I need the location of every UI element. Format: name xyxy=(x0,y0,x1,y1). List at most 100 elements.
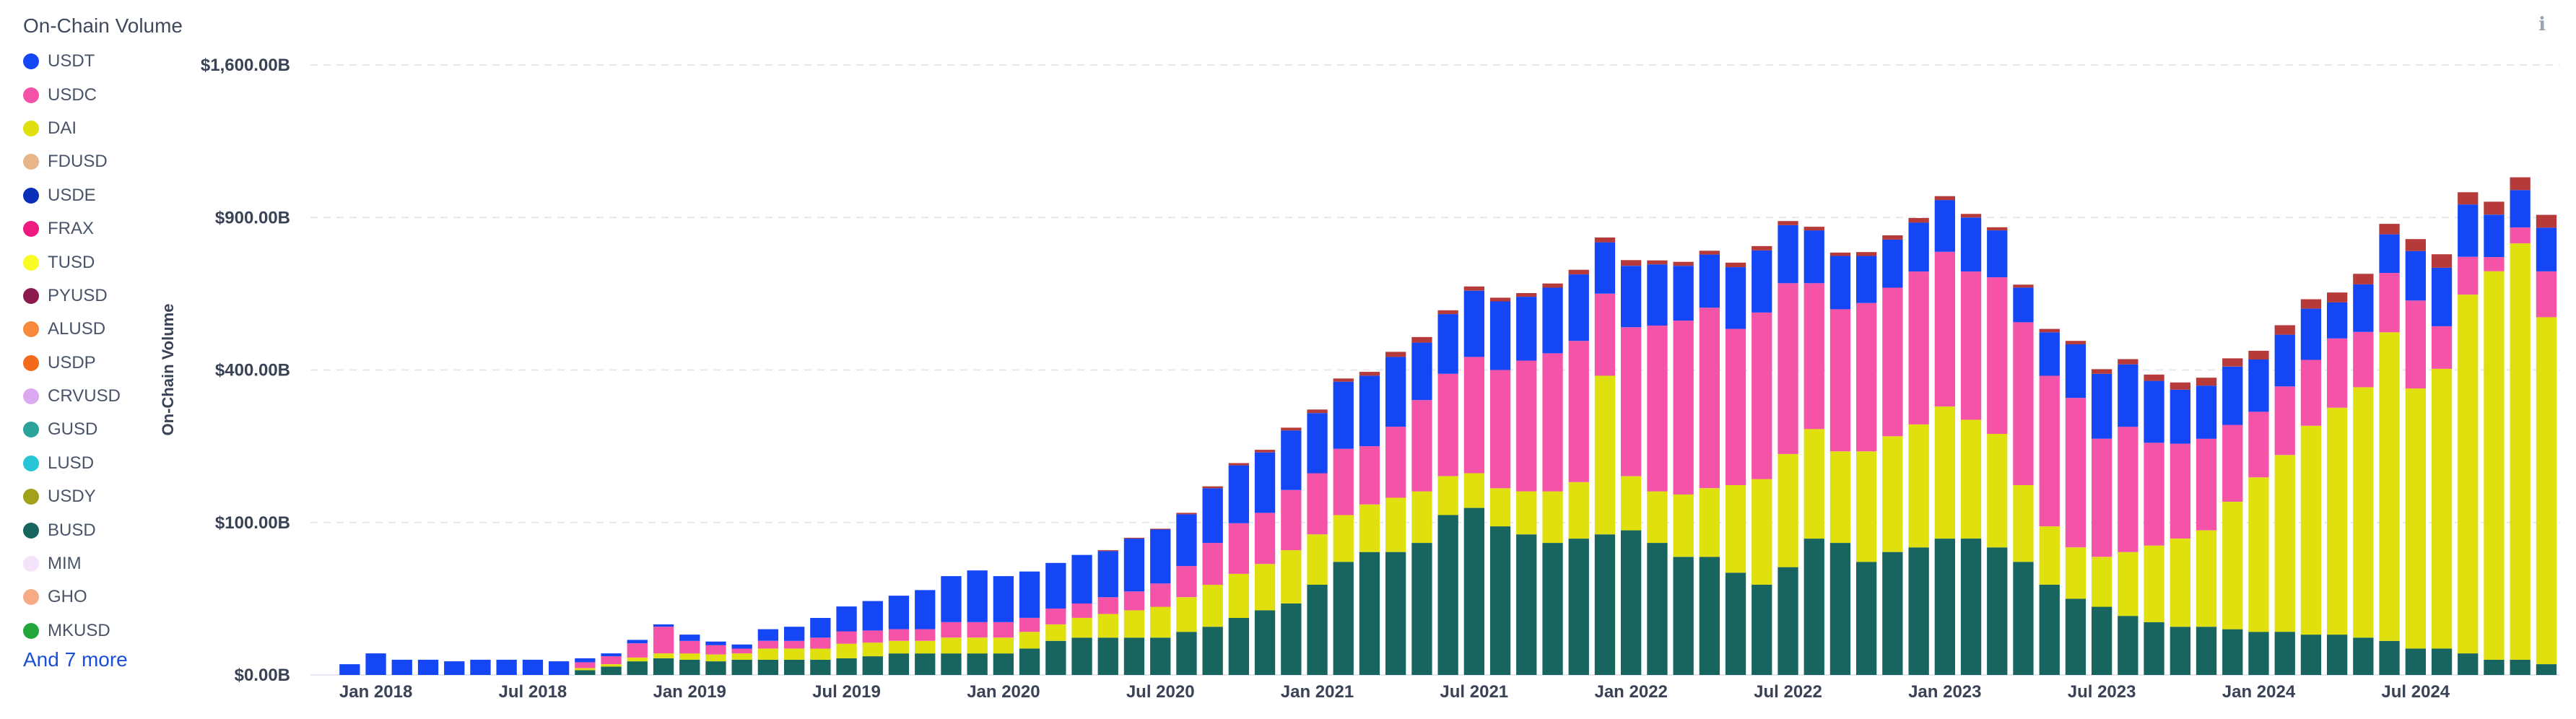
bar-segment-other[interactable] xyxy=(2170,382,2190,390)
bar-segment-usdt[interactable] xyxy=(2144,380,2164,443)
bar-segment-usdt[interactable] xyxy=(339,664,360,675)
bar-segment-usdt[interactable] xyxy=(705,641,726,645)
bar-segment-other[interactable] xyxy=(2013,284,2034,288)
bar-segment-dai[interactable] xyxy=(1699,488,1720,557)
bar-segment-usdc[interactable] xyxy=(810,637,831,649)
bar-segment-dai[interactable] xyxy=(1228,573,1249,618)
bar-segment-usdt[interactable] xyxy=(2118,364,2138,427)
bar-segment-dai[interactable] xyxy=(1437,476,1458,515)
bar-segment-busd[interactable] xyxy=(1463,507,1484,675)
bar-segment-busd[interactable] xyxy=(2536,664,2557,675)
bar-segment-dai[interactable] xyxy=(1150,606,1171,638)
bar-segment-other[interactable] xyxy=(1882,235,1903,240)
bar-segment-usdc[interactable] xyxy=(1307,473,1328,535)
bar-segment-dai[interactable] xyxy=(1908,424,1929,548)
bar-segment-busd[interactable] xyxy=(2300,635,2322,675)
bar-segment-usdc[interactable] xyxy=(862,630,883,643)
bar-segment-busd[interactable] xyxy=(1908,547,1929,675)
bar-segment-other[interactable] xyxy=(2536,214,2557,228)
bar-segment-busd[interactable] xyxy=(967,653,988,675)
bar-segment-dai[interactable] xyxy=(2039,526,2060,585)
bar-segment-busd[interactable] xyxy=(1777,567,1798,675)
bar-segment-dai[interactable] xyxy=(1803,429,1824,539)
bar-segment-other[interactable] xyxy=(1202,486,1223,489)
bar-segment-dai[interactable] xyxy=(1333,515,1354,562)
bar-segment-other[interactable] xyxy=(2431,254,2453,268)
bar-segment-usdt[interactable] xyxy=(391,659,412,675)
bar-segment-dai[interactable] xyxy=(967,637,988,654)
bar-segment-usdc[interactable] xyxy=(1673,321,1694,494)
bar-segment-usdt[interactable] xyxy=(888,596,910,629)
legend-more-link[interactable]: And 7 more xyxy=(23,648,128,671)
bar-segment-other[interactable] xyxy=(1673,261,1694,266)
bar-segment-busd[interactable] xyxy=(1960,539,1982,675)
bar-segment-dai[interactable] xyxy=(1594,375,1616,535)
bar-segment-busd[interactable] xyxy=(1385,552,1406,675)
bar-segment-usdt[interactable] xyxy=(1908,222,1929,272)
legend-item-usde[interactable]: USDE xyxy=(23,179,121,212)
bar-segment-usdt[interactable] xyxy=(1333,381,1354,449)
bar-segment-busd[interactable] xyxy=(2039,585,2060,675)
bar-segment-busd[interactable] xyxy=(1829,543,1851,675)
legend-item-busd[interactable]: BUSD xyxy=(23,513,121,546)
bar-segment-usdt[interactable] xyxy=(1228,465,1249,523)
bar-segment-usdc[interactable] xyxy=(2144,443,2164,546)
bar-segment-usdc[interactable] xyxy=(1594,293,1616,376)
bar-segment-busd[interactable] xyxy=(2196,627,2217,675)
bar-segment-usdc[interactable] xyxy=(1803,283,1824,430)
bar-segment-usdc[interactable] xyxy=(941,622,962,638)
bar-segment-other[interactable] xyxy=(2196,378,2217,386)
bar-segment-busd[interactable] xyxy=(915,653,936,675)
bar-segment-other[interactable] xyxy=(1699,250,1720,255)
bar-segment-other[interactable] xyxy=(2379,224,2400,235)
bar-segment-usdc[interactable] xyxy=(1987,277,2008,434)
bar-segment-busd[interactable] xyxy=(836,658,857,675)
bar-segment-usdt[interactable] xyxy=(1673,266,1694,321)
bar-segment-busd[interactable] xyxy=(1123,637,1145,675)
bar-segment-usdt[interactable] xyxy=(1359,375,1380,447)
bar-segment-dai[interactable] xyxy=(1202,585,1223,627)
bar-segment-busd[interactable] xyxy=(1752,585,1772,675)
bar-segment-busd[interactable] xyxy=(2222,629,2243,675)
bar-segment-other[interactable] xyxy=(1281,427,1302,431)
bar-segment-busd[interactable] xyxy=(2379,640,2400,675)
bar-segment-other[interactable] xyxy=(2405,239,2426,251)
bar-segment-usdc[interactable] xyxy=(915,629,936,641)
bar-segment-usdt[interactable] xyxy=(2327,302,2348,339)
bar-segment-dai[interactable] xyxy=(757,648,778,660)
bar-segment-dai[interactable] xyxy=(653,653,674,658)
bar-segment-usdt[interactable] xyxy=(941,576,962,622)
bar-segment-other[interactable] xyxy=(1333,378,1354,382)
bar-segment-usdt[interactable] xyxy=(549,661,570,675)
info-icon[interactable]: ℹ xyxy=(2538,13,2546,35)
bar-segment-dai[interactable] xyxy=(1489,488,1511,527)
bar-segment-busd[interactable] xyxy=(810,659,831,675)
bar-segment-busd[interactable] xyxy=(1882,552,1903,675)
bar-segment-usdc[interactable] xyxy=(1281,489,1302,551)
bar-segment-usdt[interactable] xyxy=(1202,488,1223,544)
bar-segment-dai[interactable] xyxy=(2144,545,2164,622)
bar-segment-usdt[interactable] xyxy=(1097,551,1118,598)
bar-segment-usdc[interactable] xyxy=(627,643,648,658)
bar-segment-usdt[interactable] xyxy=(1856,256,1877,303)
bar-segment-busd[interactable] xyxy=(2248,632,2269,675)
bar-segment-usdt[interactable] xyxy=(784,627,805,641)
bar-segment-dai[interactable] xyxy=(1097,614,1118,638)
bar-segment-usdc[interactable] xyxy=(2222,424,2243,502)
bar-segment-usdt[interactable] xyxy=(2170,389,2190,444)
bar-segment-dai[interactable] xyxy=(1856,451,1877,562)
bar-segment-usdt[interactable] xyxy=(1568,274,1589,341)
bar-segment-busd[interactable] xyxy=(1045,640,1066,675)
bar-segment-usdt[interactable] xyxy=(2484,214,2505,258)
bar-segment-busd[interactable] xyxy=(1254,610,1276,675)
bar-segment-usdt[interactable] xyxy=(444,661,465,675)
bar-segment-usdc[interactable] xyxy=(757,640,778,649)
bar-segment-dai[interactable] xyxy=(941,637,962,654)
bar-segment-usdt[interactable] xyxy=(993,576,1014,622)
bar-segment-busd[interactable] xyxy=(2510,659,2531,675)
bar-segment-usdt[interactable] xyxy=(1411,342,1432,401)
bar-segment-other[interactable] xyxy=(2274,325,2295,335)
bar-segment-usdc[interactable] xyxy=(1777,283,1798,454)
bar-segment-usdc[interactable] xyxy=(2092,438,2112,557)
bar-segment-busd[interactable] xyxy=(731,659,752,675)
